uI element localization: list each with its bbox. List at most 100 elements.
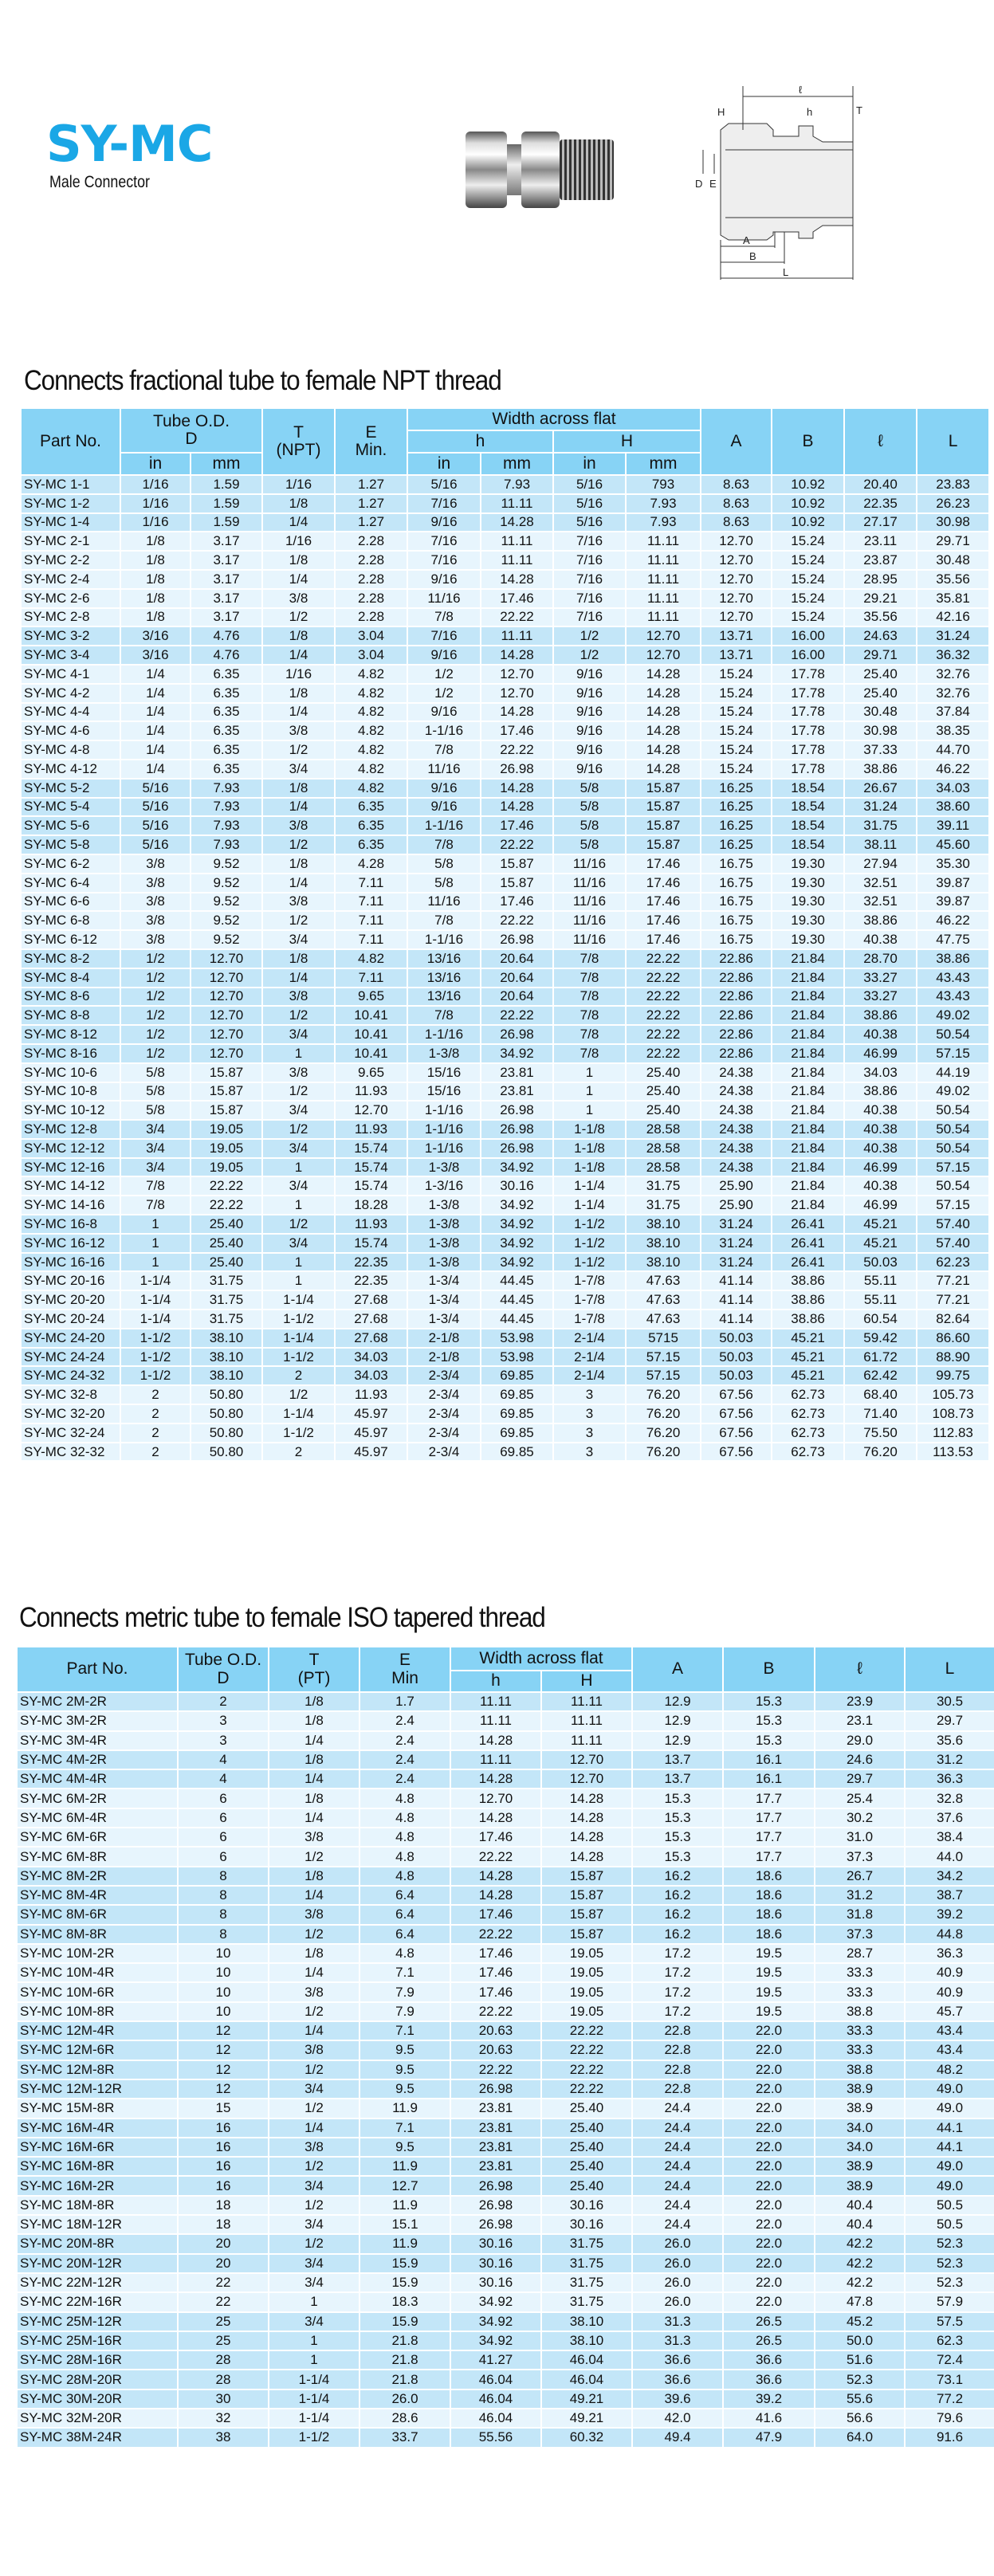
cell-t-npt: 3/4 <box>261 1137 336 1159</box>
photo-neck <box>507 144 521 195</box>
cell-hh: 31.75 <box>540 2233 633 2255</box>
cell-a: 26.0 <box>631 2252 724 2274</box>
cell-e-min: 10.41 <box>334 1024 408 1045</box>
cell-h-in: 1-3/4 <box>407 1270 481 1292</box>
cell-h-mm: 11.11 <box>480 531 554 552</box>
cell-hh-in: 1-1/2 <box>552 1232 627 1254</box>
cell-hh-in: 9/16 <box>552 701 627 723</box>
cell-e-min: 15.1 <box>359 2214 451 2236</box>
cell-b: 38.86 <box>771 1270 846 1292</box>
cell-tube-od-mm: 6.35 <box>190 740 263 760</box>
header-tube-d: D <box>185 430 198 448</box>
cell-hh-mm: 11.11 <box>624 550 702 571</box>
cell-b: 21.84 <box>771 1176 846 1197</box>
cell-part-no: SY-MC 12M-8R <box>16 2059 179 2080</box>
table-row: SY-MC 5-8 5/16 7.93 1/2 6.35 7/8 22.22 5/8 15.87… <box>20 834 991 855</box>
cell-a: 26.0 <box>631 2272 724 2294</box>
cell-hh: 12.70 <box>540 1769 633 1790</box>
cell-hh-in: 11/16 <box>552 929 627 950</box>
cell-part-no: SY-MC 10M-4R <box>16 1962 179 1984</box>
cell-tube-od: 22 <box>177 2272 269 2294</box>
cell-l-small: 46.99 <box>843 1043 918 1064</box>
cell-a: 67.56 <box>700 1384 773 1406</box>
cell-l: 50.54 <box>916 1100 991 1121</box>
cell-h-mm: 15.87 <box>480 853 554 874</box>
header-e-label: E <box>365 422 377 442</box>
cell-l-small: 51.6 <box>814 2350 906 2371</box>
cell-b: 17.78 <box>771 663 846 685</box>
table-row: SY-MC 32-32 2 50.80 2 45.97 2-3/4 69.85 3 76.20 6… <box>20 1441 991 1463</box>
cell-t-npt: 1/4 <box>261 512 336 533</box>
label-l: ℓ <box>799 84 803 96</box>
cell-part-no: SY-MC 20-16 <box>20 1270 121 1292</box>
cell-h: 20.63 <box>450 2020 542 2042</box>
header-tube-od-label: Tube O.D. <box>184 1651 262 1670</box>
cell-tube-od-mm: 3.17 <box>190 607 263 628</box>
table-row: SY-MC 25M-16R 25 1 21.8 34.92 38.10 31.3 26.5 50… <box>16 2330 994 2352</box>
cell-t-npt: 1 <box>261 1043 336 1064</box>
header-h-large: H <box>540 1670 633 1693</box>
cell-l: 99.75 <box>916 1365 991 1387</box>
cell-l-small: 52.3 <box>814 2369 906 2390</box>
cell-hh-mm: 57.15 <box>624 1346 702 1368</box>
cell-hh-mm: 28.58 <box>624 1137 702 1159</box>
table-row: SY-MC 4-12 1/4 6.35 3/4 4.82 11/16 26.98 9/16 14… <box>20 758 991 779</box>
cell-e-min: 4.8 <box>359 1865 451 1887</box>
cell-b: 62.73 <box>771 1441 846 1463</box>
cell-e-min: 6.4 <box>359 1904 451 1926</box>
cell-hh-mm: 7.93 <box>624 512 702 533</box>
cell-l-small: 40.38 <box>843 929 918 950</box>
cell-e-min: 7.9 <box>359 2001 451 2023</box>
header-hh-mm: mm <box>624 452 702 476</box>
cell-tube-od: 18 <box>177 2214 269 2236</box>
cell-hh-mm: 76.20 <box>624 1422 702 1443</box>
cell-t-npt: 3/4 <box>261 758 336 779</box>
cell-e-min: 34.03 <box>334 1365 408 1387</box>
cell-e-min: 7.1 <box>359 2020 451 2042</box>
cell-a: 67.56 <box>700 1441 773 1463</box>
cell-b: 62.73 <box>771 1384 846 1406</box>
cell-part-no: SY-MC 10-8 <box>20 1081 121 1102</box>
cell-a: 15.3 <box>631 1807 724 1829</box>
cell-a: 12.9 <box>631 1690 724 1713</box>
cell-part-no: SY-MC 32-32 <box>20 1441 121 1463</box>
cell-h-in: 9/16 <box>407 777 481 799</box>
cell-t-npt: 1/16 <box>261 474 336 495</box>
cell-tube-od: 6 <box>177 1846 269 1867</box>
table-row: SY-MC 5-2 5/16 7.93 1/8 4.82 9/16 14.28 5/8 15.8… <box>20 777 991 799</box>
cell-a: 36.6 <box>631 2350 724 2371</box>
cell-part-no: SY-MC 16M-4R <box>16 2117 179 2138</box>
cell-hh-mm: 31.75 <box>624 1195 702 1216</box>
cell-e-min: 22.35 <box>334 1270 408 1292</box>
cell-tube-od-in: 5/8 <box>120 1100 191 1121</box>
cell-e-min: 15.9 <box>359 2252 451 2274</box>
cell-tube-od: 10 <box>177 2001 269 2023</box>
header-e-label: E <box>399 1651 411 1670</box>
cell-a: 15.24 <box>700 758 773 779</box>
cell-l-small: 23.87 <box>843 550 918 571</box>
cell-tube-od-mm: 3.17 <box>190 587 263 609</box>
cell-h-mm: 53.98 <box>480 1346 554 1368</box>
cell-hh-mm: 11.11 <box>624 607 702 628</box>
cell-h-in: 1-1/16 <box>407 1100 481 1121</box>
cell-a: 42.0 <box>631 2407 724 2429</box>
table-row: SY-MC 2-6 1/8 3.17 3/8 2.28 11/16 17.46 7/16 11.… <box>20 587 991 609</box>
cell-e-min: 2.28 <box>334 568 408 590</box>
cell-part-no: SY-MC 20-24 <box>20 1309 121 1329</box>
cell-l-small: 55.11 <box>843 1270 918 1292</box>
cell-part-no: SY-MC 12-12 <box>20 1137 121 1159</box>
cell-h: 46.04 <box>450 2407 542 2429</box>
cell-hh: 31.75 <box>540 2252 633 2274</box>
cell-t-npt: 1-1/4 <box>261 1327 336 1349</box>
cell-hh-in: 9/16 <box>552 721 627 742</box>
cell-part-no: SY-MC 4-6 <box>20 721 121 742</box>
cell-l-small: 23.9 <box>814 1690 906 1713</box>
label-h: h <box>807 106 812 118</box>
cell-b: 15.24 <box>771 607 846 628</box>
cell-t-npt: 3/8 <box>261 815 336 837</box>
cell-part-no: SY-MC 32-8 <box>20 1384 121 1406</box>
cell-h-mm: 17.46 <box>480 815 554 837</box>
cell-e-min: 11.93 <box>334 1214 408 1235</box>
cell-e-min: 4.82 <box>334 663 408 685</box>
cell-t-npt: 1/2 <box>261 1119 336 1140</box>
